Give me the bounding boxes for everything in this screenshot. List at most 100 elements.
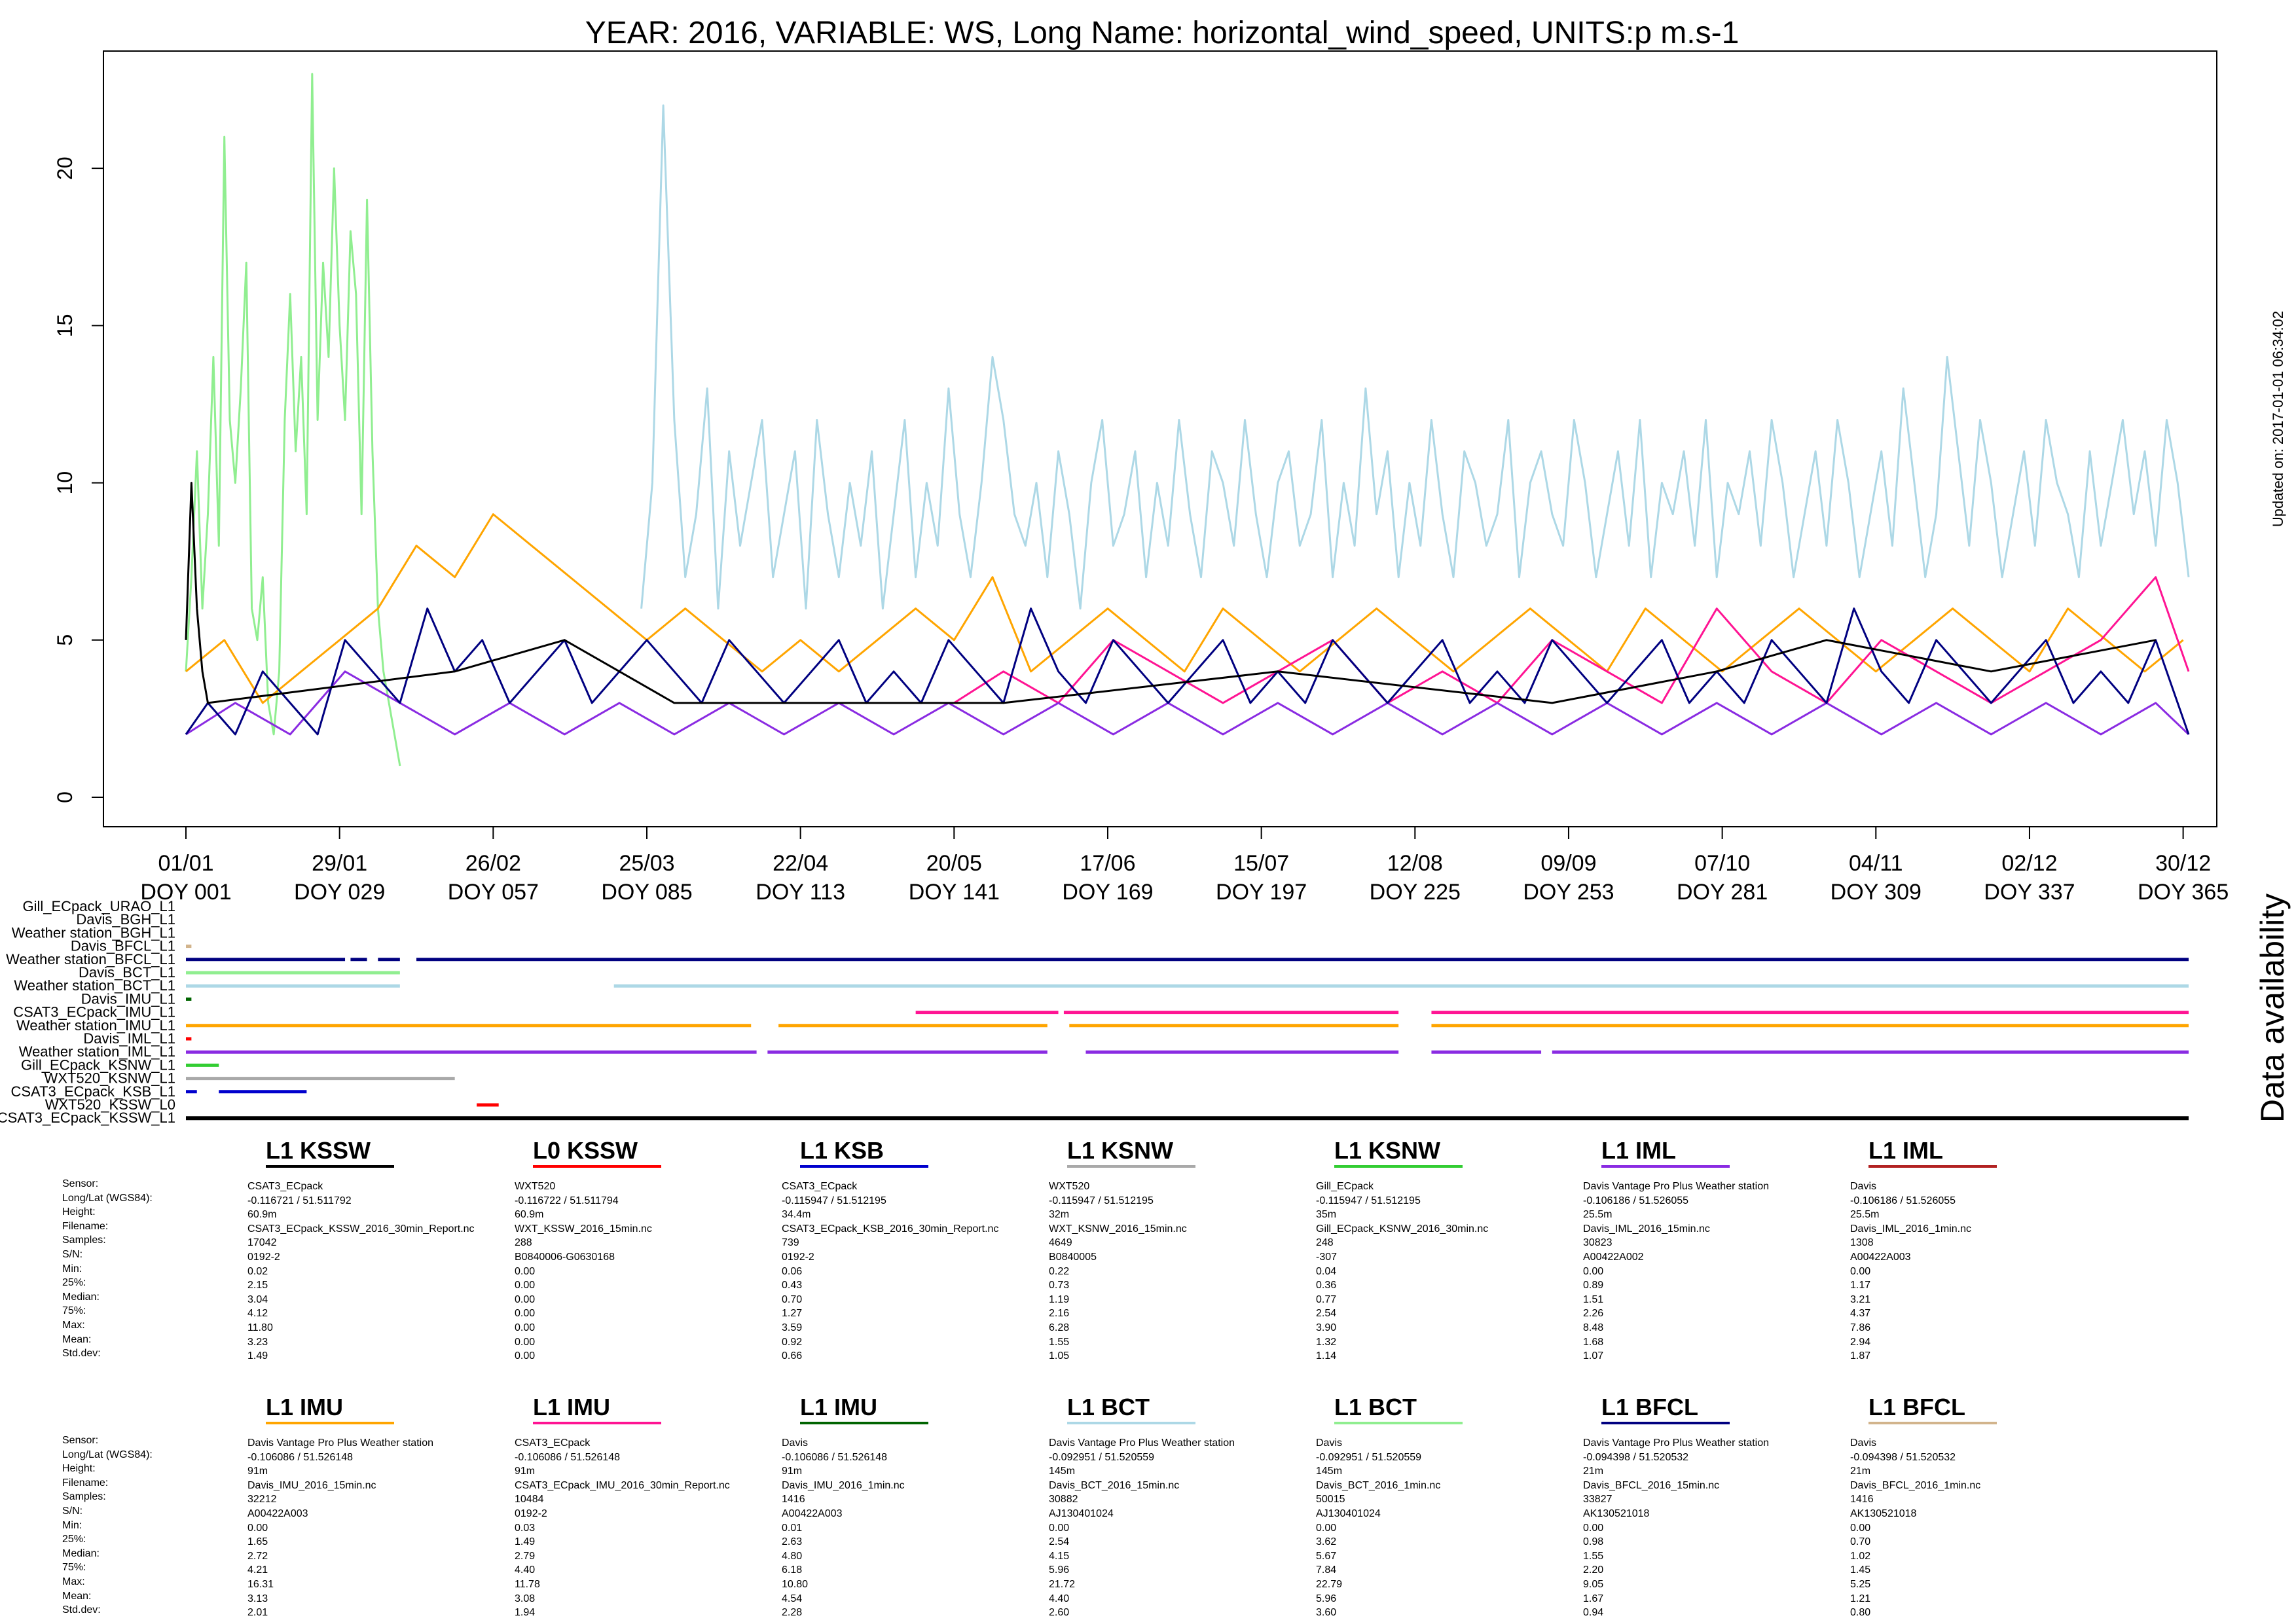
- stats-value: 0.06: [782, 1265, 803, 1277]
- stats-value: 248: [1316, 1237, 1334, 1249]
- stats-value: 6.18: [782, 1564, 803, 1576]
- y-tick-label-4: 20: [53, 156, 77, 180]
- stats-value: A00422A003: [782, 1507, 843, 1519]
- stats-panel-bottom-3: L1 BCT Davis Vantage Pro Plus Weather sta…: [1049, 1393, 1311, 1620]
- stats-panel-bottom-2: L1 IMU Davis -0.106086 / 51.526148 91m Davis…: [782, 1393, 1044, 1620]
- stats-value: 30823: [1583, 1237, 1613, 1249]
- plot-frame: [103, 50, 2217, 827]
- stats-value: 2.26: [1583, 1308, 1604, 1320]
- stats-value: 21m: [1583, 1466, 1604, 1477]
- x-tick-doy-11: DOY 309: [1831, 880, 1922, 905]
- stats-value: 0.03: [515, 1522, 536, 1534]
- stats-value: 3.60: [1316, 1607, 1337, 1619]
- stats-value: 2.01: [247, 1607, 268, 1619]
- availability-label-10: Davis_IML_L1: [83, 1030, 175, 1047]
- stats-value: 0.22: [1049, 1265, 1070, 1277]
- stats-value: CSAT3_ECpack_KSB_2016_30min_Report.nc: [782, 1223, 999, 1235]
- availability-title: Data availability: [2254, 893, 2291, 1123]
- stats-value: 5.96: [1316, 1593, 1337, 1604]
- stats-value: Davis: [782, 1437, 809, 1449]
- stats-value: 0.00: [1583, 1265, 1604, 1277]
- x-tick-doy-6: DOY 169: [1062, 880, 1153, 905]
- series-line-6: [185, 482, 2156, 704]
- x-tick-doy-0: DOY 001: [140, 880, 231, 905]
- stats-value: A00422A003: [247, 1507, 308, 1519]
- stats-value: Davis_IMU_2016_1min.nc: [782, 1479, 905, 1491]
- stats-panel-underline: [533, 1422, 661, 1424]
- stats-label: Mean:: [62, 1333, 92, 1345]
- stats-label: S/N:: [62, 1505, 83, 1517]
- stats-value: 3.90: [1316, 1322, 1337, 1333]
- stats-value: 11.80: [247, 1322, 273, 1333]
- stats-panel-values: CSAT3_ECpack -0.115947 / 51.512195 34.4m CS…: [782, 1180, 1044, 1363]
- stats-label: Height:: [62, 1463, 96, 1475]
- stats-value: 3.13: [247, 1593, 268, 1604]
- stats-panel-underline: [1334, 1422, 1463, 1424]
- stats-value: 7.86: [1850, 1322, 1871, 1333]
- x-tick-date-5: 20/05: [926, 851, 982, 876]
- stats-value: 0.00: [515, 1350, 536, 1362]
- stats-value: 1308: [1850, 1237, 1874, 1249]
- stats-value: Davis_IMU_2016_15min.nc: [247, 1479, 376, 1491]
- stats-panel-values: CSAT3_ECpack -0.116721 / 51.511792 60.9m CS…: [247, 1180, 509, 1363]
- x-tick-date-10: 07/10: [1694, 851, 1750, 876]
- stats-panel-underline: [1868, 1165, 1997, 1168]
- availability-label-13: WXT520_KSNW_L1: [44, 1070, 175, 1087]
- stats-value: 0.00: [515, 1336, 536, 1348]
- x-tick-doy-7: DOY 197: [1216, 880, 1307, 905]
- stats-panel-values: WXT520 -0.115947 / 51.512195 32m WXT_KSNW_2…: [1049, 1180, 1311, 1363]
- stats-value: 91m: [515, 1466, 536, 1477]
- stats-value: WXT_KSNW_2016_15min.nc: [1049, 1223, 1187, 1235]
- stats-value: 288: [515, 1237, 532, 1249]
- stats-value: Davis Vantage Pro Plus Weather station: [247, 1437, 433, 1449]
- stats-panel-top-6: L1 IML Davis -0.106186 / 51.526055 25.5m Dav…: [1850, 1136, 2112, 1363]
- stats-value: 60.9m: [247, 1209, 277, 1221]
- stats-value: Davis: [1850, 1181, 1877, 1192]
- axis-layer: 0 5 10 15 20 01/01 DOY 001 29/01 DOY 029 26/02 DOY…: [53, 156, 2229, 905]
- stats-value: 1.49: [515, 1536, 536, 1548]
- stats-value: 3.21: [1850, 1293, 1871, 1305]
- stats-value: 1.05: [1049, 1350, 1070, 1362]
- stats-value: Davis Vantage Pro Plus Weather station: [1049, 1437, 1235, 1449]
- stats-value: 3.08: [515, 1593, 536, 1604]
- x-tick-doy-3: DOY 085: [601, 880, 692, 905]
- x-tick-date-2: 26/02: [465, 851, 521, 876]
- stats-value: 0.77: [1316, 1293, 1337, 1305]
- stats-panel-title: L1 IMU: [800, 1394, 878, 1420]
- stats-value: 4.21: [247, 1564, 268, 1576]
- series-line-5: [185, 607, 2190, 736]
- stats-value: Davis_IML_2016_15min.nc: [1583, 1223, 1710, 1235]
- stats-value: -0.116721 / 51.511792: [247, 1195, 352, 1206]
- stats-panel-values: Davis -0.094398 / 51.520532 21m Davis_BFCL_…: [1850, 1436, 2112, 1620]
- stats-value: AK130521018: [1850, 1507, 1917, 1519]
- availability-label-5: Davis_BCT_L1: [79, 964, 175, 981]
- stats-value: -0.106186 / 51.526055: [1850, 1195, 1956, 1206]
- stats-panel-values: Gill_ECpack -0.115947 / 51.512195 35m Gill_…: [1316, 1180, 1578, 1363]
- stats-value: -0.092951 / 51.520559: [1316, 1451, 1422, 1463]
- stats-value: 0.00: [1850, 1265, 1871, 1277]
- stats-value: B0840006-G0630168: [515, 1251, 615, 1263]
- stats-value: Davis_BCT_2016_1min.nc: [1316, 1479, 1441, 1491]
- stats-panel-values: CSAT3_ECpack -0.106086 / 51.526148 91m CSAT…: [515, 1436, 776, 1620]
- stats-panel-underline: [1868, 1422, 1997, 1424]
- stats-value: -0.106186 / 51.526055: [1583, 1195, 1689, 1206]
- stats-value: 4649: [1049, 1237, 1072, 1249]
- stats-value: 2.63: [782, 1536, 803, 1548]
- stats-value: 0.00: [515, 1322, 536, 1333]
- stats-value: 91m: [782, 1466, 803, 1477]
- stats-panel-bottom-6: L1 BFCL Davis -0.094398 / 51.520532 21m Davi…: [1850, 1393, 2112, 1620]
- stats-value: -0.106086 / 51.526148: [247, 1451, 354, 1463]
- stats-panel-title: L1 BFCL: [1868, 1394, 1965, 1420]
- stats-value: Davis_IML_2016_1min.nc: [1850, 1223, 1971, 1235]
- stats-value: Davis: [1316, 1437, 1343, 1449]
- stats-value: 1.45: [1850, 1564, 1871, 1576]
- stats-label: Std.dev:: [62, 1604, 101, 1616]
- stats-value: -0.106086 / 51.526148: [515, 1451, 621, 1463]
- stats-value: 0.73: [1049, 1280, 1070, 1291]
- stats-value: -0.115947 / 51.512195: [1049, 1195, 1154, 1206]
- stats-label: 25%:: [62, 1277, 86, 1289]
- stats-value: 0.04: [1316, 1265, 1337, 1277]
- stats-panel-title: L1 BFCL: [1601, 1394, 1698, 1420]
- stats-value: 0.70: [1850, 1536, 1871, 1548]
- x-tick-doy-4: DOY 113: [756, 880, 845, 905]
